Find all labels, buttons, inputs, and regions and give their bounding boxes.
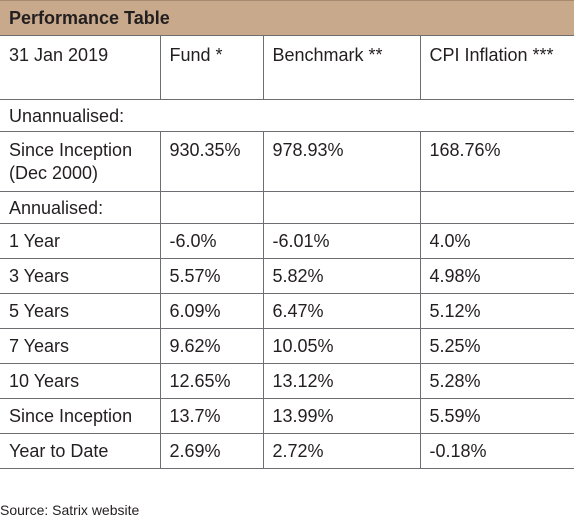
fund-value: 6.09% — [159, 293, 263, 329]
benchmark-value: 2.72% — [262, 433, 420, 469]
row-label: 10 Years — [0, 363, 160, 399]
benchmark-value: 6.47% — [262, 293, 420, 329]
source-note: Source: Satrix website — [0, 502, 140, 518]
row-label: Since Inception — [0, 398, 160, 434]
row-label: Year to Date — [0, 433, 160, 469]
header-row: 31 Jan 2019 Fund * Benchmark ** CPI Infl… — [0, 35, 574, 100]
performance-table: Performance Table 31 Jan 2019 Fund * Ben… — [0, 0, 574, 469]
benchmark-value: 13.99% — [262, 398, 420, 434]
cpi-value: 5.28% — [419, 363, 574, 399]
empty-cell — [419, 191, 574, 224]
section-row-unannualised: Unannualised: — [0, 99, 574, 132]
table-row: 10 Years 12.65% 13.12% 5.28% — [0, 363, 574, 399]
section-label-annualised: Annualised: — [0, 191, 160, 224]
header-fund: Fund * — [159, 35, 263, 100]
table-row-inception-cumulative: Since Inception (Dec 2000) 930.35% 978.9… — [0, 131, 574, 192]
table-row: 5 Years 6.09% 6.47% 5.12% — [0, 293, 574, 329]
table-row: 1 Year -6.0% -6.01% 4.0% — [0, 223, 574, 259]
table-title: Performance Table — [0, 0, 574, 35]
benchmark-value: 5.82% — [262, 258, 420, 294]
cpi-value: -0.18% — [419, 433, 574, 469]
row-label-line2: (Dec 2000) — [9, 163, 99, 183]
section-row-annualised: Annualised: — [0, 191, 574, 224]
empty-cell — [262, 191, 420, 224]
fund-value: 930.35% — [159, 131, 263, 192]
benchmark-value: 13.12% — [262, 363, 420, 399]
benchmark-value: -6.01% — [262, 223, 420, 259]
row-label: 1 Year — [0, 223, 160, 259]
cpi-value: 5.25% — [419, 328, 574, 364]
fund-value: 12.65% — [159, 363, 263, 399]
empty-cell — [159, 191, 263, 224]
row-label-line1: Since Inception — [9, 140, 133, 160]
table-row: 7 Years 9.62% 10.05% 5.25% — [0, 328, 574, 364]
table-row: Since Inception 13.7% 13.99% 5.59% — [0, 398, 574, 434]
fund-value: 9.62% — [159, 328, 263, 364]
performance-grid: 31 Jan 2019 Fund * Benchmark ** CPI Infl… — [0, 35, 574, 469]
header-cpi: CPI Inflation *** — [419, 35, 574, 100]
fund-value: 13.7% — [159, 398, 263, 434]
header-benchmark: Benchmark ** — [262, 35, 420, 100]
cpi-value: 5.12% — [419, 293, 574, 329]
row-label: Since Inception (Dec 2000) — [0, 131, 160, 192]
benchmark-value: 978.93% — [262, 131, 420, 192]
benchmark-value: 10.05% — [262, 328, 420, 364]
cpi-value: 168.76% — [419, 131, 574, 192]
cpi-value: 5.59% — [419, 398, 574, 434]
table-row: Year to Date 2.69% 2.72% -0.18% — [0, 433, 574, 469]
fund-value: 5.57% — [159, 258, 263, 294]
header-date: 31 Jan 2019 — [0, 35, 160, 100]
table-row: 3 Years 5.57% 5.82% 4.98% — [0, 258, 574, 294]
fund-value: -6.0% — [159, 223, 263, 259]
cpi-value: 4.0% — [419, 223, 574, 259]
section-label-unannualised: Unannualised: — [0, 99, 574, 132]
cpi-value: 4.98% — [419, 258, 574, 294]
fund-value: 2.69% — [159, 433, 263, 469]
row-label: 7 Years — [0, 328, 160, 364]
row-label: 5 Years — [0, 293, 160, 329]
row-label: 3 Years — [0, 258, 160, 294]
